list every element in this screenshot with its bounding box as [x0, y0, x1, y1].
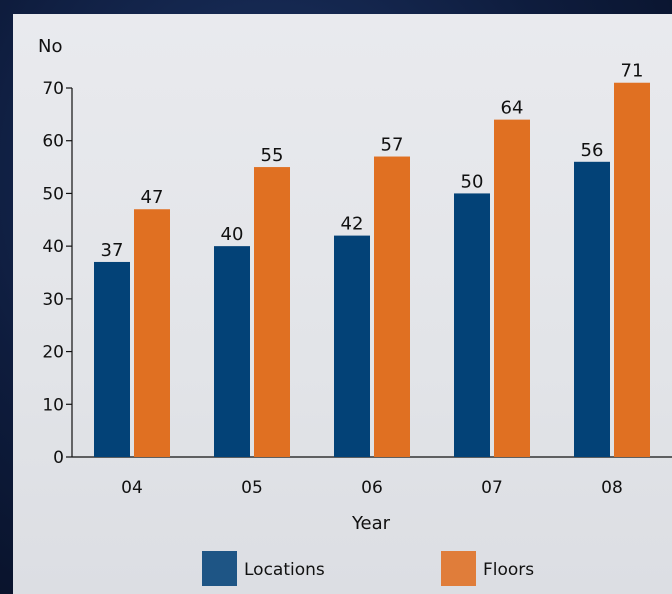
y-tick-label: 40: [42, 237, 64, 257]
y-tick-label: 70: [42, 79, 64, 99]
x-tick-label: 06: [361, 478, 383, 498]
legend-swatch-floors: [441, 551, 476, 586]
bar-locations-06: [334, 236, 370, 457]
data-label: 56: [581, 140, 604, 161]
x-tick-label: 05: [241, 478, 263, 498]
y-tick-label: 20: [42, 343, 64, 363]
data-label: 57: [381, 135, 404, 156]
x-axis-label: Year: [351, 513, 391, 534]
legend: Locations Floors: [202, 551, 534, 586]
data-label: 37: [101, 240, 124, 261]
data-label: 47: [141, 187, 164, 208]
y-axis-label: No: [38, 36, 62, 57]
data-label: 40: [221, 224, 244, 245]
x-tick-label: 07: [481, 478, 503, 498]
y-tick-label: 0: [53, 448, 64, 468]
data-label: 71: [621, 61, 644, 82]
bar-floors-04: [134, 209, 170, 457]
bar-locations-07: [454, 193, 490, 457]
data-label: 55: [261, 145, 284, 166]
bars: 37 47 40 55 42 57 50 64 56 71: [94, 61, 650, 457]
bar-locations-08: [574, 162, 610, 457]
data-label: 42: [341, 214, 364, 235]
legend-label-locations: Locations: [244, 560, 325, 580]
bar-locations-04: [94, 262, 130, 457]
bar-floors-07: [494, 120, 530, 457]
bar-floors-06: [374, 157, 410, 457]
data-label: 64: [501, 98, 524, 119]
bar-floors-08: [614, 83, 650, 457]
data-label: 50: [461, 171, 484, 192]
x-tick-label: 04: [121, 478, 143, 498]
x-tick-label: 08: [601, 478, 623, 498]
legend-swatch-locations: [202, 551, 237, 586]
y-tick-label: 30: [42, 290, 64, 310]
y-tick-label: 60: [42, 132, 64, 152]
y-tick-label: 50: [42, 184, 64, 204]
bar-locations-05: [214, 246, 250, 457]
bar-floors-05: [254, 167, 290, 457]
y-tick-label: 10: [42, 395, 64, 415]
legend-label-floors: Floors: [483, 560, 534, 580]
